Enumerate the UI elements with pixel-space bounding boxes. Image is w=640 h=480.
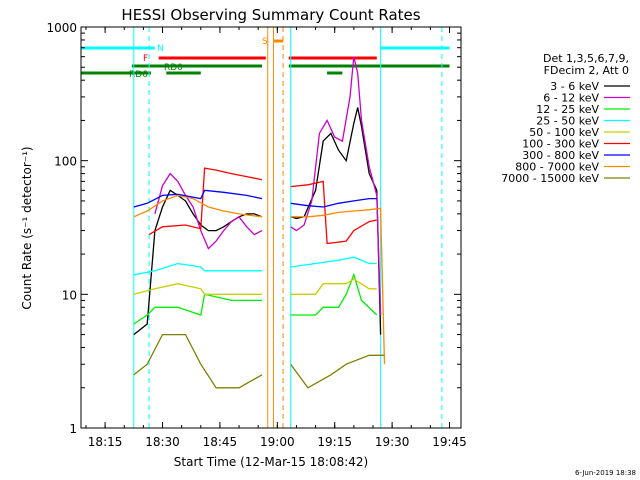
flag-bars: NF RD0 RD6 S — [81, 37, 450, 80]
y-tick-label: 100 — [54, 155, 77, 169]
chart-title: HESSI Observing Summary Count Rates — [121, 6, 420, 24]
series-line — [290, 56, 382, 316]
series-line — [133, 189, 263, 208]
series-25-50kev — [133, 256, 377, 276]
flag-label-rd6: RD6 — [129, 70, 148, 80]
series-line — [290, 180, 377, 245]
series-line — [290, 107, 382, 335]
series-300-800kev — [133, 189, 377, 208]
legend-label: 300 - 800 keV — [522, 149, 599, 162]
legend-label: 50 - 100 keV — [529, 126, 599, 139]
series-line — [290, 207, 386, 365]
legend-label: 6 - 12 keV — [543, 92, 599, 105]
legend-label: 7000 - 15000 keV — [501, 172, 599, 185]
flag-label-n: N — [157, 44, 164, 54]
y-axis-label: Count Rate (s⁻¹ detector⁻¹) — [20, 146, 34, 309]
series-7000-15000kev — [133, 333, 385, 389]
series-line — [290, 278, 377, 295]
series-800-7000kev — [133, 194, 386, 365]
legend: Det 1,3,5,6,7,9,FDecim 2, Att 0 3 - 6 keV… — [501, 52, 630, 185]
x-tick-label: 19:00 — [260, 435, 295, 449]
flag-label-rd0: RD0 — [164, 63, 183, 73]
plot-area — [133, 27, 443, 428]
series-line — [133, 262, 262, 276]
legend-label: 800 - 7000 keV — [515, 161, 599, 174]
legend-header: Det 1,3,5,6,7,9, — [543, 52, 629, 65]
legend-label: 12 - 25 keV — [536, 103, 599, 116]
series-line — [133, 333, 263, 389]
y-tick-label: 1 — [69, 422, 77, 436]
x-tick-label: 18:45 — [203, 435, 238, 449]
y-tick-label: 1000 — [46, 21, 77, 35]
plot-frame — [80, 26, 462, 429]
x-axis-label: Start Time (12-Mar-15 18:08:42) — [174, 455, 368, 469]
series-line — [133, 194, 263, 218]
series-line — [290, 272, 378, 316]
flag-label-s: S — [262, 37, 268, 47]
legend-label: 100 - 300 keV — [522, 138, 599, 151]
legend-header: FDecim 2, Att 0 — [544, 64, 629, 77]
series-line — [290, 354, 385, 389]
x-tick-label: 19:45 — [432, 435, 467, 449]
x-tick-label: 19:30 — [375, 435, 410, 449]
x-tick-label: 19:15 — [317, 435, 352, 449]
x-tick-label: 18:30 — [145, 435, 180, 449]
footer-date: 6-Jun-2019 18:38 — [575, 469, 636, 477]
series-line — [148, 167, 263, 236]
series-50-100kev — [133, 278, 377, 295]
series-line — [290, 256, 377, 268]
series-line — [133, 293, 262, 325]
series-line — [290, 197, 377, 208]
series-12-25kev — [133, 272, 378, 325]
series-100-300kev — [148, 167, 377, 245]
legend-label: 25 - 50 keV — [536, 115, 599, 128]
x-tick-label: 18:15 — [88, 435, 123, 449]
series-line — [154, 172, 263, 250]
axes: 18:15 18:30 18:45 19:00 19:15 19:30 19:45 1 10 10… — [46, 21, 466, 449]
y-tick-label: 10 — [62, 288, 77, 302]
flag-label-f: F — [143, 54, 148, 64]
series-line — [133, 283, 262, 295]
series-line — [133, 189, 263, 336]
legend-label: 3 - 6 keV — [550, 80, 599, 93]
